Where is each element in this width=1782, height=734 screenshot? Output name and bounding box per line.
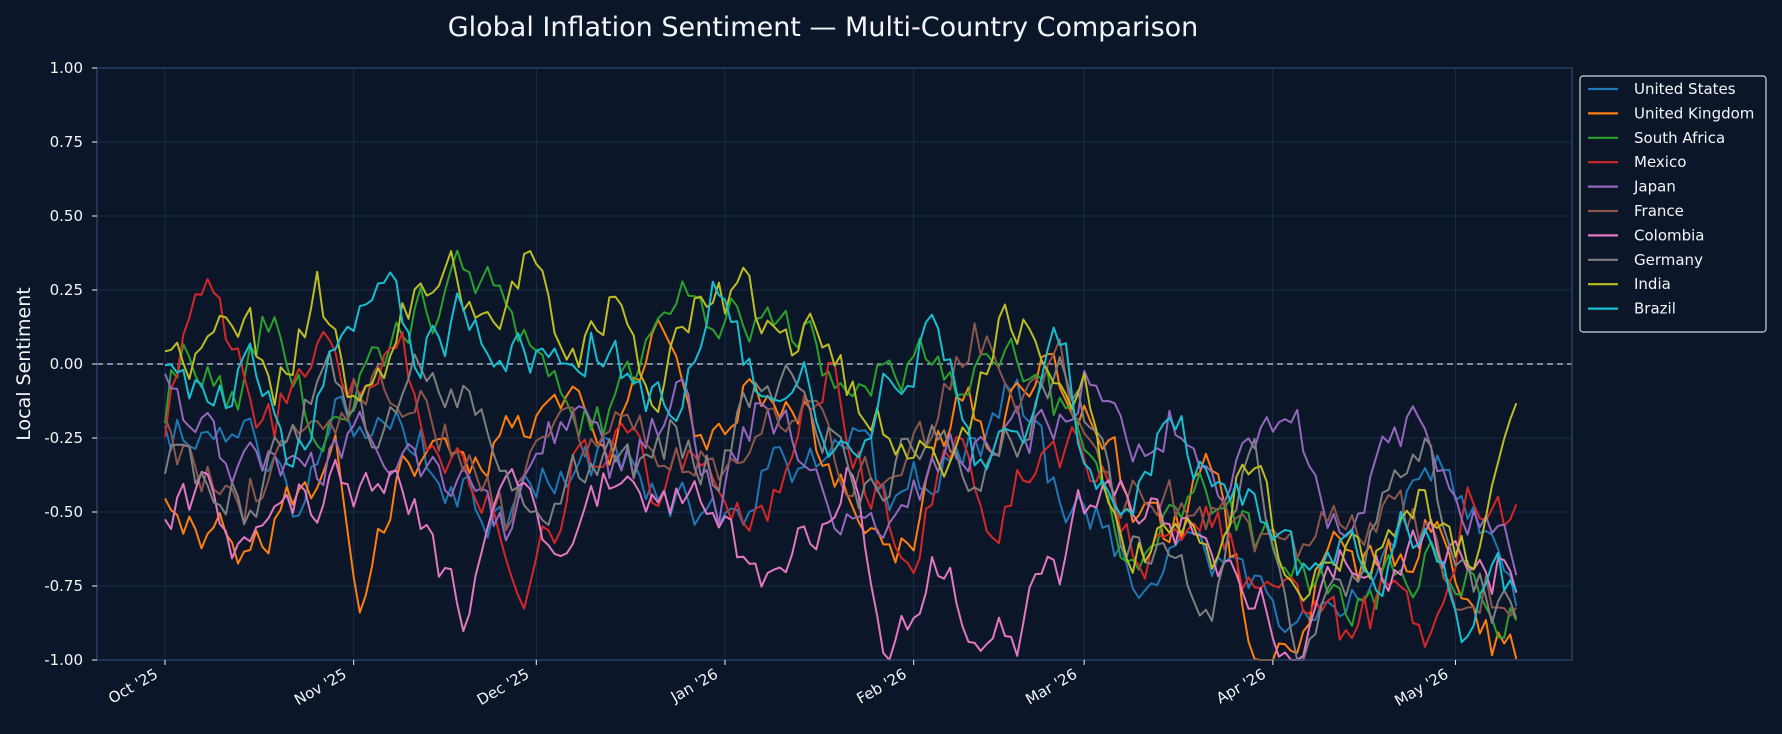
legend-entry-japan: Japan <box>1633 178 1676 196</box>
legend: United States United Kingdom South Africa M… <box>1579 75 1767 333</box>
series-line-germany <box>164 351 1518 661</box>
y-tick-label: 0.75 <box>50 133 83 151</box>
legend-entry-france: France <box>1634 202 1684 220</box>
y-tick-label: 0.00 <box>50 355 83 373</box>
series-group <box>164 249 1518 661</box>
chart-title: Global Inflation Sentiment — Multi-Count… <box>448 12 1199 43</box>
legend-box <box>1579 75 1767 333</box>
y-tick-label: 0.50 <box>50 207 83 225</box>
legend-entry-united-kingdom: United Kingdom <box>1634 104 1754 122</box>
y-tick-label: -0.50 <box>44 503 83 521</box>
legend-entry-united-states: United States <box>1634 80 1736 98</box>
series-line-mexico <box>164 278 1518 648</box>
y-tick-label: 0.25 <box>50 281 83 299</box>
legend-entry-south-africa: South Africa <box>1634 129 1725 147</box>
series-line-united-kingdom <box>164 318 1518 661</box>
legend-entry-colombia: Colombia <box>1634 226 1705 244</box>
legend-entry-mexico: Mexico <box>1634 153 1686 171</box>
legend-entry-germany: Germany <box>1634 251 1703 269</box>
y-tick-label: -1.00 <box>44 651 83 669</box>
series-line-india <box>164 250 1518 602</box>
legend-entry-brazil: Brazil <box>1634 300 1676 318</box>
y-axis-label: Local Sentiment <box>13 287 35 441</box>
y-tick-label: 1.00 <box>50 59 83 77</box>
series-line-brazil <box>164 271 1518 644</box>
legend-entry-india: India <box>1634 275 1671 293</box>
y-tick-label: -0.25 <box>44 429 83 447</box>
y-tick-label: -0.75 <box>44 577 83 595</box>
